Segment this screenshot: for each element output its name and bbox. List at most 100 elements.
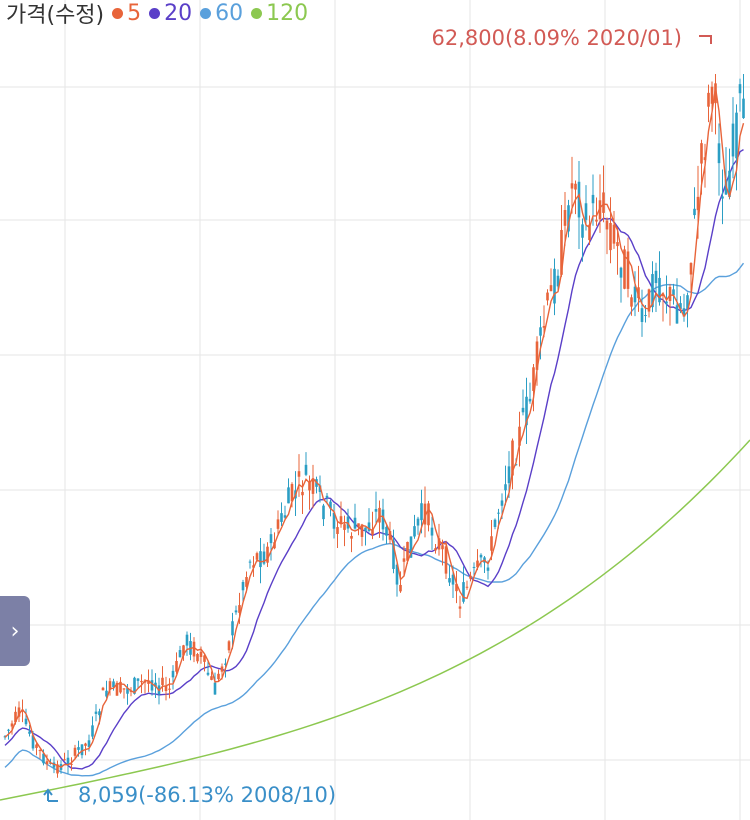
candle-body bbox=[591, 194, 595, 204]
candle-body bbox=[301, 491, 304, 496]
candle-body bbox=[423, 503, 427, 525]
candle-body bbox=[45, 761, 49, 765]
candle-body bbox=[451, 574, 455, 585]
candle-body bbox=[360, 524, 364, 537]
legend-label-ma60: 60 bbox=[215, 0, 244, 26]
candle-body bbox=[556, 275, 560, 287]
candle-body bbox=[220, 666, 224, 672]
candle-body bbox=[448, 578, 451, 583]
candle-body bbox=[420, 503, 423, 521]
candle-body bbox=[234, 610, 238, 613]
candle-body bbox=[714, 83, 717, 104]
candle-body bbox=[10, 723, 14, 727]
chevron-right-icon: › bbox=[10, 618, 20, 644]
legend-dot-ma120 bbox=[251, 7, 263, 19]
legend-item-ma5[interactable]: 5 bbox=[112, 1, 141, 26]
candle-body bbox=[248, 561, 252, 563]
ma5-line bbox=[4, 87, 745, 769]
expand-panel-button[interactable]: › bbox=[0, 596, 30, 666]
candle-body bbox=[395, 564, 399, 585]
candle-body bbox=[539, 327, 542, 336]
candle-body bbox=[742, 98, 745, 119]
candle-body bbox=[710, 86, 714, 104]
candle-body bbox=[563, 210, 567, 226]
low-price-annotation: 8,059(-86.13% 2008/10) bbox=[78, 783, 337, 807]
candle-body bbox=[388, 531, 392, 540]
candle-body bbox=[192, 641, 196, 657]
candle-body bbox=[350, 535, 353, 539]
candle-body bbox=[640, 308, 644, 322]
candle-body bbox=[444, 546, 448, 574]
candle-body bbox=[311, 478, 315, 494]
candle-body bbox=[616, 242, 619, 247]
candle-body bbox=[154, 682, 157, 687]
candle-body bbox=[623, 249, 626, 289]
candle-body bbox=[602, 192, 605, 213]
candle-body bbox=[185, 634, 189, 646]
candle-body bbox=[486, 567, 490, 571]
candle-body bbox=[399, 584, 402, 592]
candle-body bbox=[374, 508, 378, 512]
candle-body bbox=[210, 676, 213, 680]
candle-body bbox=[227, 641, 231, 651]
candle-body bbox=[297, 471, 301, 477]
candle-body bbox=[738, 84, 742, 94]
candle-body bbox=[504, 484, 507, 491]
candle-body bbox=[336, 527, 339, 534]
candle-body bbox=[392, 540, 395, 569]
candle-body bbox=[598, 200, 602, 220]
candle-body bbox=[161, 677, 164, 686]
candle-body bbox=[609, 222, 612, 251]
candle-body bbox=[357, 523, 360, 527]
candle-body bbox=[332, 512, 336, 529]
candle-body bbox=[700, 143, 703, 164]
candle-body bbox=[567, 205, 570, 232]
candle-body bbox=[430, 527, 434, 536]
candle-body bbox=[241, 581, 245, 591]
candle-body bbox=[465, 586, 469, 588]
candle-body bbox=[511, 440, 514, 476]
ma120-line bbox=[0, 439, 750, 801]
candle-body bbox=[84, 743, 87, 746]
legend-item-ma20[interactable]: 20 bbox=[149, 1, 192, 26]
candle-body bbox=[619, 267, 623, 278]
candle-body bbox=[115, 682, 119, 696]
candle-body bbox=[126, 688, 129, 694]
candle-body bbox=[259, 551, 262, 568]
candle-body bbox=[178, 650, 182, 658]
candle-body bbox=[122, 688, 126, 690]
ma20-line bbox=[4, 149, 744, 770]
candle-body bbox=[518, 426, 521, 446]
candle-body bbox=[175, 660, 178, 672]
candle-body bbox=[532, 367, 535, 391]
candle-body bbox=[35, 744, 38, 748]
candle-body bbox=[574, 183, 577, 190]
high-price-annotation: 62,800(8.09% 2020/01) bbox=[431, 26, 683, 50]
candle-body bbox=[112, 681, 115, 688]
candle-body bbox=[329, 501, 332, 509]
legend-item-ma120[interactable]: 120 bbox=[251, 1, 308, 26]
candle-body bbox=[514, 464, 518, 466]
candle-body bbox=[402, 558, 406, 562]
candle-body bbox=[584, 203, 588, 220]
candle-body bbox=[493, 519, 497, 527]
candle-body bbox=[217, 673, 220, 680]
candle-body bbox=[462, 582, 465, 602]
candle-body bbox=[472, 566, 476, 568]
legend-label-ma120: 120 bbox=[266, 0, 309, 26]
candle-body bbox=[630, 297, 633, 307]
candle-body bbox=[549, 285, 553, 292]
candle-body bbox=[150, 680, 154, 691]
candle-body bbox=[28, 731, 31, 734]
candle-body bbox=[7, 729, 10, 731]
low-marker-arrow bbox=[43, 788, 58, 802]
candle-body bbox=[707, 92, 710, 107]
candle-body bbox=[367, 522, 371, 531]
legend-item-ma60[interactable]: 60 bbox=[200, 1, 243, 26]
candle-body bbox=[647, 289, 651, 312]
candle-body bbox=[287, 487, 290, 504]
candle-body bbox=[14, 711, 17, 723]
candle-body bbox=[689, 263, 693, 275]
candle-body bbox=[633, 286, 637, 303]
